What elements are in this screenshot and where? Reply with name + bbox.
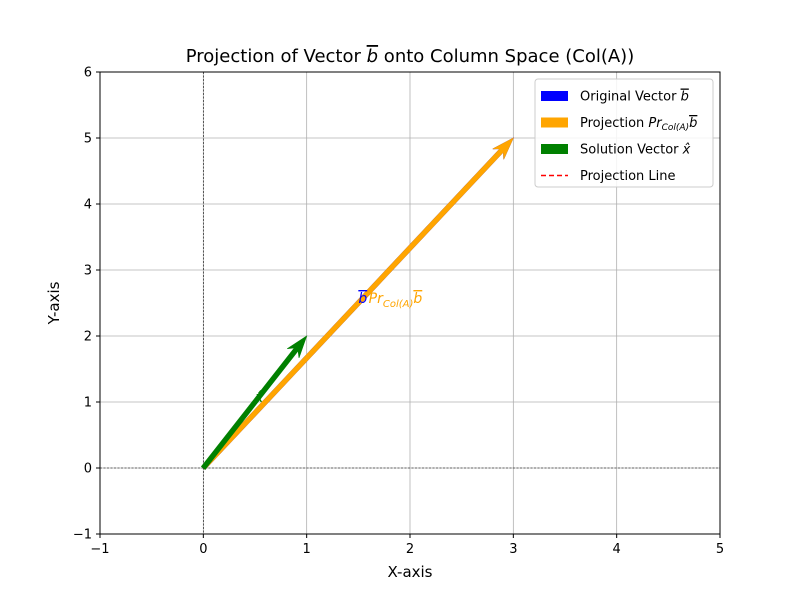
legend-label: Solution Vector: [580, 143, 683, 158]
annotation-symbol: b: [358, 291, 367, 307]
annotation-0: b: [358, 291, 367, 307]
annotation-tail: b: [413, 291, 422, 307]
axis-ticks: −1 0 1 2 3 4 5 −1 0 1 2 3 4 5 6: [73, 66, 724, 558]
x-tick-label-3: 2: [406, 542, 414, 557]
legend-label: Original Vector: [580, 90, 681, 105]
x-tick-label-2: 1: [303, 542, 311, 557]
x-tick-label-5: 4: [613, 542, 621, 557]
annotation-symbol: Pr: [369, 291, 384, 307]
x-axis-label: X-axis: [388, 563, 433, 581]
legend-label: Projection Line: [580, 169, 676, 184]
x-tick-label-1: 0: [199, 542, 207, 557]
legend-entry-solution-vector: Solution Vector x̂: [580, 143, 691, 158]
y-tick-label-4: 3: [84, 264, 92, 279]
y-tick-label-7: 6: [84, 66, 92, 81]
x-tick-label-4: 3: [509, 542, 517, 557]
legend-entry-projection: Projection PrCol(A)b: [580, 116, 697, 133]
y-axis-label: Y-axis: [45, 281, 63, 325]
annotation-layer: b PrCol(A)bx̂: [254, 291, 422, 406]
annotation-symbol: x̂: [254, 390, 264, 406]
legend-symbol: b: [681, 90, 689, 105]
legend-symbol: x̂: [682, 143, 691, 158]
chart-title: Projection of Vector b onto Column Space…: [186, 46, 634, 67]
legend-symbol: Pr: [648, 116, 663, 131]
legend-swatch-projection: [541, 117, 568, 128]
y-tick-label-6: 5: [84, 132, 92, 147]
x-tick-label-0: −1: [90, 542, 109, 557]
annotation-subscript: Col(A): [383, 299, 414, 310]
legend-label: Projection: [580, 116, 648, 131]
annotation-2: x̂: [254, 390, 264, 406]
legend-symbol-b: b: [689, 116, 697, 131]
y-tick-label-0: −1: [73, 528, 92, 543]
solution-vector-arrow: [200, 335, 308, 470]
legend-swatch-solution-vector: [541, 144, 568, 154]
legend-swatch-original-vector: [541, 91, 568, 101]
y-tick-label-2: 1: [84, 396, 92, 411]
y-tick-label-3: 2: [84, 330, 92, 345]
legend-frame: [534, 78, 714, 188]
legend-entry-original-vector: Original Vector b: [580, 90, 689, 105]
y-tick-label-5: 4: [84, 198, 92, 213]
projection-arrow: [201, 137, 514, 471]
legend-entry-projection-line: Projection Line: [580, 169, 676, 184]
x-tick-label-6: 5: [716, 542, 724, 557]
legend-subscript: Col(A): [662, 123, 689, 133]
title-vector-symbol: b: [367, 46, 378, 67]
vector-layer: [200, 137, 514, 471]
y-tick-label-1: 0: [84, 462, 92, 477]
annotation-1: PrCol(A)b: [369, 291, 423, 310]
